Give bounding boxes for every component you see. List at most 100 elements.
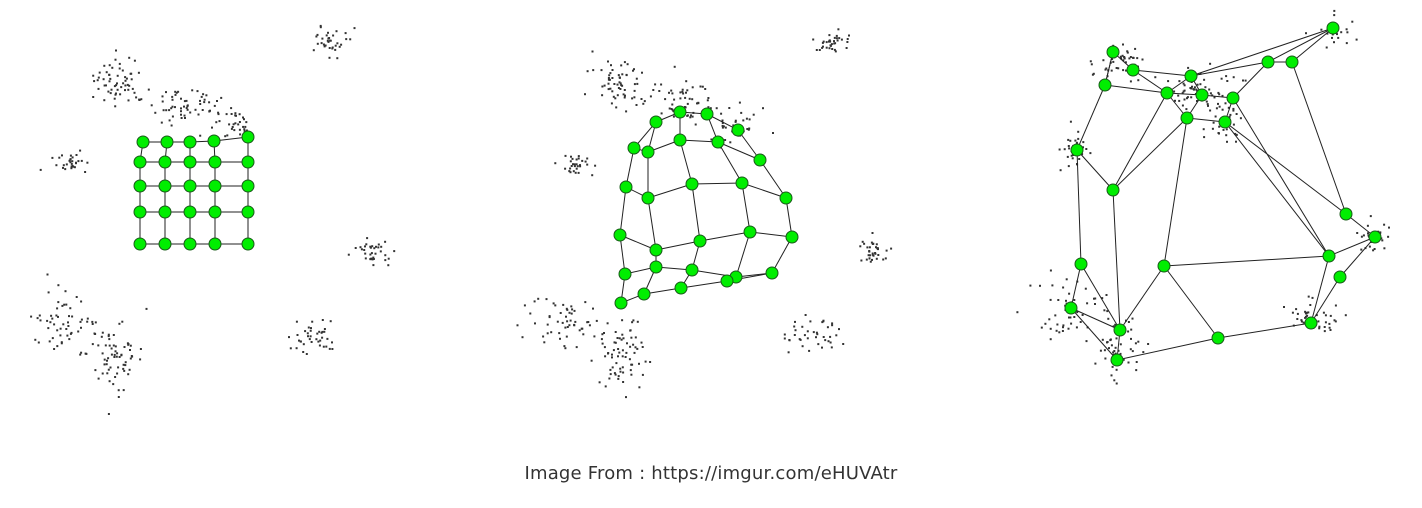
data-point [1295, 308, 1298, 311]
data-point [94, 369, 97, 372]
data-point [65, 303, 68, 306]
data-point [243, 128, 246, 131]
data-point [1381, 239, 1384, 242]
data-point [1109, 338, 1112, 341]
data-point [318, 344, 321, 347]
data-point [231, 126, 234, 128]
data-point [701, 85, 704, 88]
data-point [624, 356, 627, 358]
data-point [691, 86, 694, 89]
data-point [47, 327, 50, 330]
data-point [113, 85, 116, 88]
data-point [1114, 352, 1117, 355]
data-point [65, 163, 68, 166]
neuron-node [241, 130, 255, 144]
data-point [71, 156, 74, 159]
data-point [1068, 292, 1071, 295]
data-point [1115, 337, 1118, 340]
neuron-node [753, 153, 767, 167]
data-point [68, 338, 71, 341]
edge [655, 240, 701, 251]
data-point [139, 348, 142, 350]
data-point [349, 38, 352, 41]
data-point [722, 125, 725, 128]
data-point [331, 46, 334, 49]
data-point [630, 336, 633, 339]
edge [1232, 97, 1330, 257]
data-point [1333, 41, 1335, 44]
data-point [84, 171, 87, 173]
data-point [1089, 152, 1092, 155]
data-point [1221, 108, 1224, 111]
data-point [323, 328, 326, 330]
neuron-node [158, 155, 172, 169]
data-point [586, 163, 589, 166]
data-point [621, 366, 624, 369]
data-point [715, 107, 718, 110]
edge [1190, 61, 1269, 77]
edge [1132, 69, 1168, 94]
data-point [203, 101, 206, 104]
data-point [582, 333, 585, 336]
data-point [1232, 107, 1235, 110]
data-point [1211, 127, 1214, 130]
data-point [1122, 59, 1125, 62]
neuron-node [158, 205, 172, 219]
edge [1116, 337, 1219, 361]
neuron-node [685, 263, 699, 277]
data-point [331, 348, 334, 350]
data-point [242, 116, 244, 119]
data-point [48, 340, 51, 343]
data-point [625, 396, 627, 399]
neuron-node [779, 191, 793, 205]
data-point [606, 322, 609, 325]
data-point [822, 40, 825, 43]
data-point [809, 320, 812, 323]
data-point [1085, 340, 1088, 343]
data-point [387, 257, 390, 260]
data-point [101, 352, 104, 355]
data-point [55, 164, 58, 167]
data-point [1383, 223, 1386, 226]
data-point [603, 84, 606, 87]
data-point [1065, 278, 1068, 281]
data-point [868, 250, 871, 253]
data-point [1212, 121, 1215, 124]
data-point [1049, 338, 1052, 341]
data-point [1128, 57, 1131, 60]
data-point [1305, 315, 1307, 318]
data-point [835, 37, 838, 40]
data-point [828, 39, 831, 42]
data-point [1065, 299, 1067, 302]
data-point [746, 128, 749, 130]
data-point [600, 338, 603, 341]
data-point [354, 247, 357, 249]
data-point [652, 89, 655, 91]
neuron-node [1157, 259, 1171, 273]
data-point [570, 165, 573, 167]
data-point [573, 163, 576, 166]
neuron-node [1074, 257, 1088, 271]
data-point [1368, 245, 1371, 248]
data-point [623, 89, 626, 91]
data-point [1117, 67, 1120, 70]
neuron-node [720, 274, 734, 288]
data-point [336, 57, 339, 60]
data-point [56, 345, 59, 348]
data-point [334, 44, 337, 47]
data-point [821, 41, 824, 44]
data-point [614, 373, 617, 376]
data-point [189, 111, 192, 114]
data-point [208, 101, 211, 104]
data-point [728, 107, 731, 109]
data-point [316, 332, 319, 335]
neuron-node [1339, 207, 1353, 221]
data-point [1062, 324, 1065, 327]
data-point [65, 328, 68, 330]
data-point [631, 97, 634, 100]
data-point [1191, 85, 1193, 88]
data-point [79, 320, 82, 323]
data-point [636, 347, 639, 350]
data-point [114, 376, 117, 378]
data-point [114, 105, 117, 108]
